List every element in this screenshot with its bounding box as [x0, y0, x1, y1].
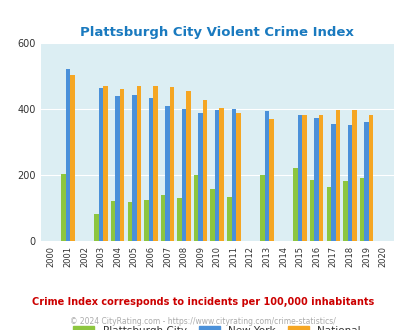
- Text: © 2024 CityRating.com - https://www.cityrating.com/crime-statistics/: © 2024 CityRating.com - https://www.city…: [70, 317, 335, 326]
- Bar: [153, 86, 157, 241]
- Bar: [202, 100, 207, 241]
- Bar: [70, 75, 75, 241]
- Bar: [181, 109, 186, 241]
- Bar: [144, 200, 148, 241]
- Bar: [148, 98, 153, 241]
- Bar: [103, 86, 108, 241]
- Bar: [318, 115, 323, 241]
- Bar: [186, 91, 190, 241]
- Bar: [335, 110, 339, 241]
- Bar: [235, 113, 240, 241]
- Bar: [269, 119, 273, 241]
- Bar: [119, 89, 124, 241]
- Legend: Plattsburgh City, New York, National: Plattsburgh City, New York, National: [69, 321, 364, 330]
- Bar: [293, 168, 297, 241]
- Bar: [177, 198, 181, 241]
- Bar: [136, 86, 141, 241]
- Bar: [330, 124, 335, 241]
- Bar: [326, 187, 330, 241]
- Text: Crime Index corresponds to incidents per 100,000 inhabitants: Crime Index corresponds to incidents per…: [32, 297, 373, 307]
- Bar: [351, 110, 356, 241]
- Title: Plattsburgh City Violent Crime Index: Plattsburgh City Violent Crime Index: [80, 26, 353, 39]
- Bar: [94, 214, 99, 241]
- Bar: [219, 108, 224, 241]
- Bar: [231, 109, 235, 241]
- Bar: [198, 113, 202, 241]
- Bar: [165, 106, 169, 241]
- Bar: [214, 110, 219, 241]
- Bar: [99, 88, 103, 241]
- Bar: [132, 95, 136, 241]
- Bar: [309, 180, 314, 241]
- Bar: [127, 202, 132, 241]
- Bar: [210, 189, 214, 241]
- Bar: [314, 118, 318, 241]
- Bar: [264, 111, 269, 241]
- Bar: [115, 96, 119, 241]
- Bar: [363, 122, 368, 241]
- Bar: [297, 115, 302, 241]
- Bar: [359, 178, 363, 241]
- Bar: [169, 87, 174, 241]
- Bar: [66, 69, 70, 241]
- Bar: [111, 201, 115, 241]
- Bar: [61, 174, 66, 241]
- Bar: [160, 195, 165, 241]
- Bar: [260, 175, 264, 241]
- Bar: [194, 175, 198, 241]
- Bar: [226, 197, 231, 241]
- Bar: [347, 125, 351, 241]
- Bar: [368, 115, 372, 241]
- Bar: [302, 115, 306, 241]
- Bar: [342, 181, 347, 241]
